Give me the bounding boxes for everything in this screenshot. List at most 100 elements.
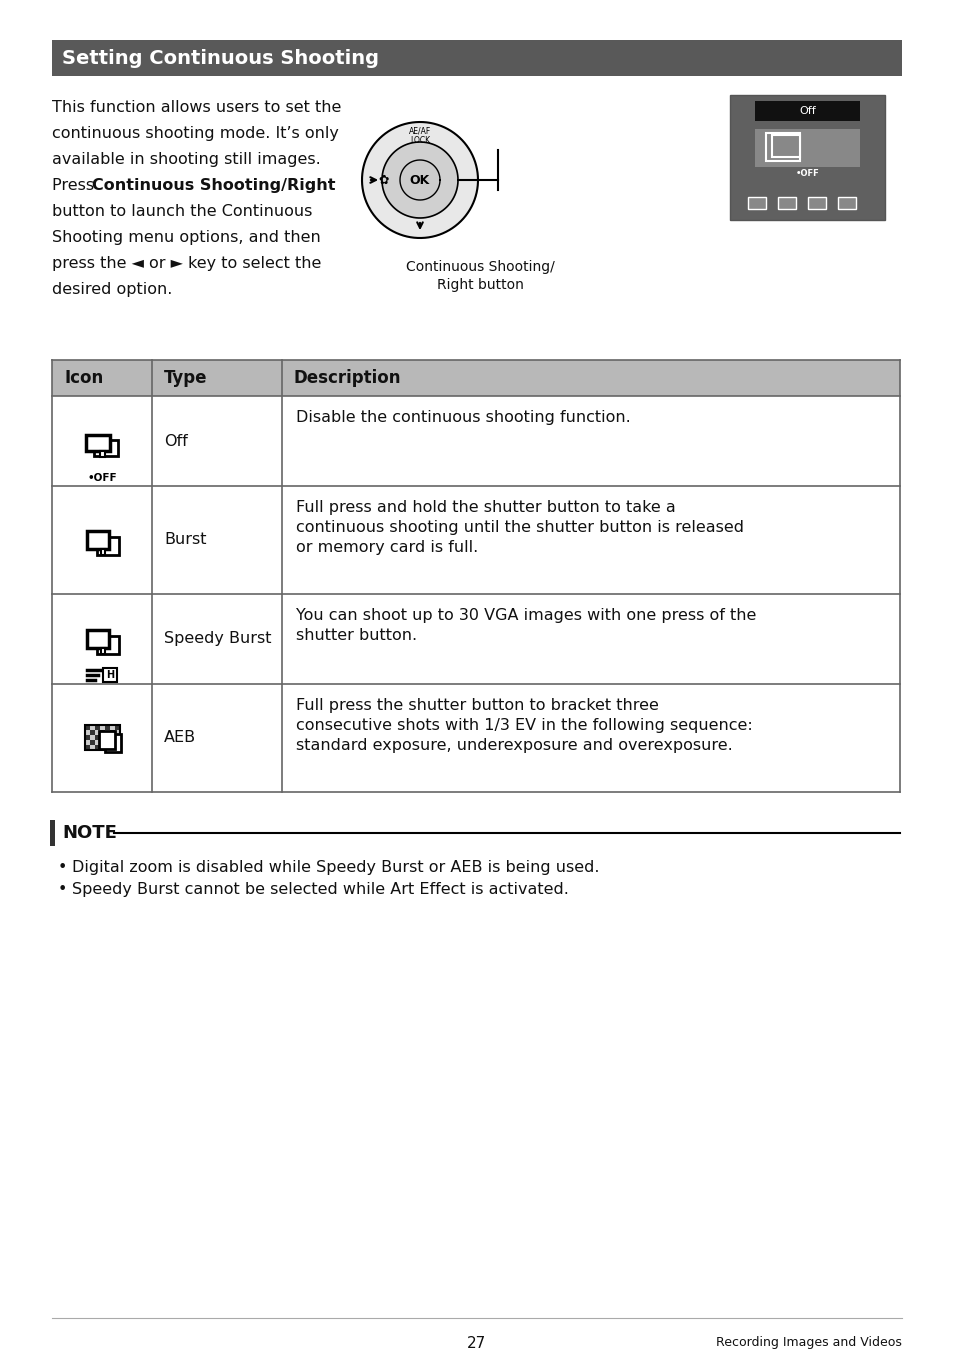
Bar [110,730,115,735]
Bar [85,725,120,750]
Text: Right button: Right button [436,278,523,292]
Bar [105,734,121,752]
Bar [115,740,120,745]
Text: •OFF: •OFF [88,474,117,483]
Text: Icon: Icon [64,369,103,387]
Bar [765,133,800,161]
Bar [95,740,100,745]
Text: •: • [58,882,68,897]
Text: Full press and hold the shutter button to take a: Full press and hold the shutter button t… [295,499,675,516]
Bar [771,134,800,157]
Bar [115,745,120,750]
Bar [85,735,90,740]
Text: Full press the shutter button to bracket three: Full press the shutter button to bracket… [295,697,659,712]
Bar [837,197,855,209]
Bar [105,745,110,750]
Bar [778,197,795,209]
Text: Description: Description [294,369,401,387]
Text: Continuous Shooting/: Continuous Shooting/ [405,261,554,274]
Text: NOTE: NOTE [62,824,117,841]
Polygon shape [399,160,439,199]
Bar [94,440,118,456]
Bar [100,451,105,457]
Text: Press: Press [52,178,99,193]
Text: Speedy Burst: Speedy Burst [164,631,272,646]
Bar [100,745,105,750]
Bar [85,740,90,745]
Text: 27: 27 [467,1337,486,1352]
Bar [754,100,859,121]
Bar [103,668,117,683]
Bar [52,39,901,76]
Text: Continuous Shooting/Right: Continuous Shooting/Right [91,178,335,193]
Bar [100,735,105,740]
Text: Setting Continuous Shooting: Setting Continuous Shooting [62,49,378,68]
Bar [87,531,109,550]
Text: Burst: Burst [164,532,206,547]
Bar [95,725,100,730]
Bar [115,735,120,740]
Bar [747,197,765,209]
Text: continuous shooting until the shutter button is released: continuous shooting until the shutter bu… [295,520,743,535]
Text: OK: OK [410,174,430,186]
Bar [100,725,105,730]
Text: available in shooting still images.: available in shooting still images. [52,152,320,167]
Bar [95,730,100,735]
Text: consecutive shots with 1/3 EV in the following sequence:: consecutive shots with 1/3 EV in the fol… [295,718,752,733]
Text: AEB: AEB [164,730,196,745]
Text: standard exposure, underexposure and overexposure.: standard exposure, underexposure and ove… [295,738,732,753]
Text: •OFF: •OFF [795,168,819,178]
Text: Digital zoom is disabled while Speedy Burst or AEB is being used.: Digital zoom is disabled while Speedy Bu… [71,860,598,875]
Bar [110,740,115,745]
Bar [99,731,115,749]
Text: desired option.: desired option. [52,282,172,297]
Bar [97,537,119,555]
Text: or memory card is full.: or memory card is full. [295,540,477,555]
Bar [86,436,110,451]
Polygon shape [381,142,457,218]
Bar [100,730,105,735]
Text: Off: Off [164,433,188,449]
Text: shutter button.: shutter button. [295,628,416,643]
Bar [90,730,95,735]
Bar [85,730,90,735]
Text: Disable the continuous shooting function.: Disable the continuous shooting function… [295,410,630,425]
Polygon shape [361,122,477,237]
Bar [52,360,899,396]
Text: H: H [106,670,114,680]
Bar [105,735,110,740]
Text: Off: Off [799,106,815,115]
Bar [105,730,110,735]
Text: Recording Images and Videos: Recording Images and Videos [716,1337,901,1349]
Bar [85,745,90,750]
Text: Speedy Burst cannot be selected while Art Effect is activated.: Speedy Burst cannot be selected while Ar… [71,882,568,897]
Text: button to launch the Continuous: button to launch the Continuous [52,204,312,218]
Bar [85,725,90,730]
Bar [110,745,115,750]
Text: You can shoot up to 30 VGA images with one press of the: You can shoot up to 30 VGA images with o… [295,608,756,623]
Bar [90,740,95,745]
Bar [90,725,95,730]
Bar [115,725,120,730]
Bar [110,725,115,730]
Bar [100,740,105,745]
Text: •: • [58,860,68,875]
Bar [95,745,100,750]
Bar [105,725,110,730]
Bar [729,95,884,220]
Text: continuous shooting mode. It’s only: continuous shooting mode. It’s only [52,126,338,141]
Bar [110,735,115,740]
Bar [50,820,55,845]
Bar [90,745,95,750]
Bar [95,735,100,740]
Bar [754,129,859,167]
Text: AE/AF
LOCK: AE/AF LOCK [409,126,431,145]
Bar [807,197,825,209]
Bar [115,730,120,735]
Bar [105,740,110,745]
Bar [97,636,119,654]
Text: Type: Type [164,369,208,387]
Text: press the ◄ or ► key to select the: press the ◄ or ► key to select the [52,256,321,271]
Text: ✿: ✿ [378,174,389,186]
Bar [87,630,109,649]
